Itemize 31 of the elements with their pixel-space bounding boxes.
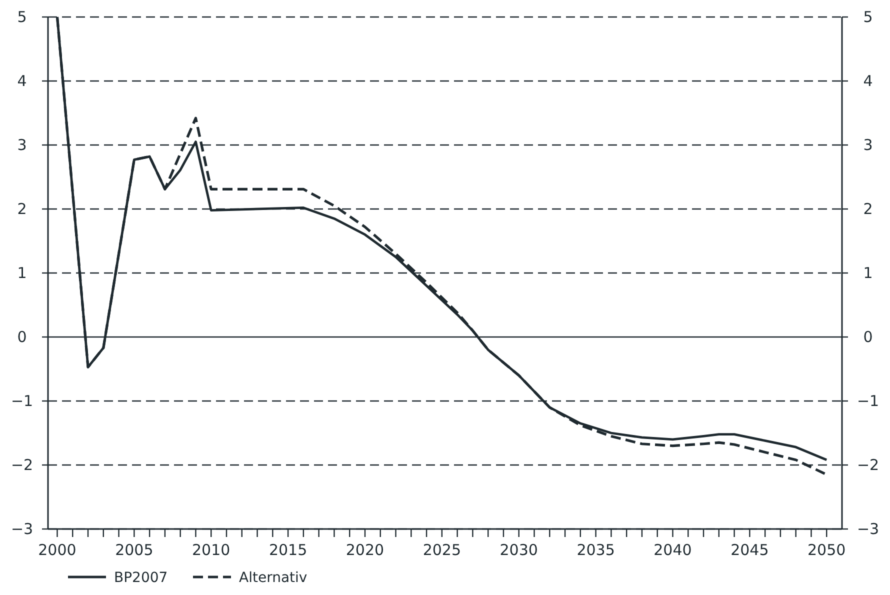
y2-tick-label: 3: [863, 136, 873, 154]
y-tick-label: 3: [17, 136, 27, 154]
y2-tick-label: −3: [856, 520, 880, 538]
x-tick-label: 2040: [654, 541, 692, 559]
y-tick-label: 2: [17, 200, 27, 218]
y-tick-label: −1: [10, 392, 34, 410]
x-tick-label: 2030: [500, 541, 538, 559]
y2-tick-label: 1: [863, 264, 873, 282]
y-tick-label: −2: [10, 456, 34, 474]
y2-tick-label: −2: [856, 456, 880, 474]
legend-label: Alternativ: [239, 570, 308, 586]
y-tick-label: −3: [10, 520, 34, 538]
x-tick-label: 2045: [730, 541, 769, 559]
y-tick-label: 4: [17, 72, 27, 90]
x-tick-label: 2010: [192, 541, 230, 559]
x-tick-label: 2050: [808, 541, 846, 559]
x-tick-label: 2015: [268, 541, 308, 559]
x-tick-label: 2020: [346, 541, 384, 559]
y2-tick-label: 5: [863, 8, 873, 26]
y2-tick-label: 0: [863, 328, 873, 346]
x-tick-label: 2000: [38, 541, 76, 559]
y2-tick-label: 2: [863, 200, 873, 218]
legend-label: BP2007: [114, 570, 168, 586]
y2-tick-label: 4: [863, 72, 873, 90]
x-tick-label: 2035: [576, 541, 615, 559]
y-tick-label: 0: [17, 328, 27, 346]
y-tick-label: 1: [17, 264, 27, 282]
x-tick-label: 2025: [422, 541, 462, 559]
y-tick-label: 5: [17, 8, 27, 26]
y2-tick-label: −1: [856, 392, 880, 410]
x-tick-label: 2005: [115, 541, 154, 559]
